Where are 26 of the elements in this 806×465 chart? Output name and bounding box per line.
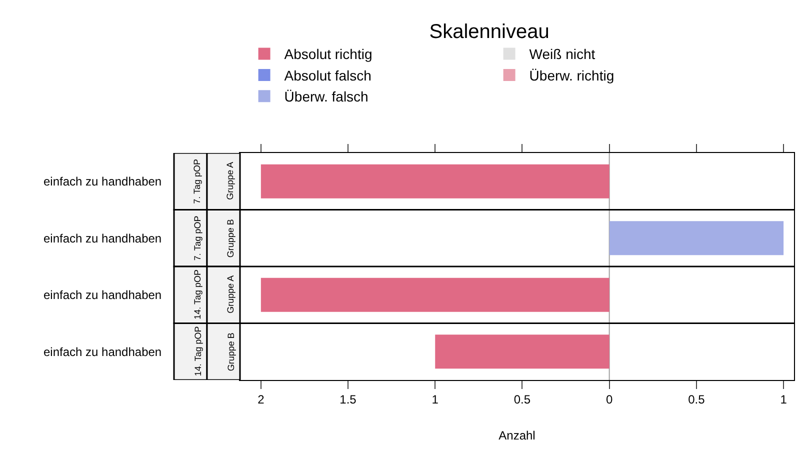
legend-label: Überw. falsch xyxy=(284,88,368,105)
x-tick-label: 2 xyxy=(258,392,265,406)
legend-label: Absolut falsch xyxy=(284,67,372,84)
text: 14. Tag pOP xyxy=(192,326,203,376)
y-tick-label: einfach zu handhaben xyxy=(43,231,162,246)
text: 7. Tag pOP xyxy=(192,159,202,204)
x-tick-label: 1 xyxy=(432,392,439,406)
text: Gruppe A xyxy=(226,275,236,314)
x-tick-label: 0 xyxy=(606,392,613,406)
legend-label: Absolut richtig xyxy=(284,46,372,62)
text: Gruppe B xyxy=(225,219,236,258)
legend-label: Überw. richtig xyxy=(529,67,614,84)
text: 7. Tag pOP xyxy=(192,216,202,261)
y-tick-label: einfach zu handhaben xyxy=(43,344,162,359)
x-tick-label: 0.5 xyxy=(688,392,706,406)
x-tick-label: 1.5 xyxy=(340,392,357,406)
x-tick-label: 0.5 xyxy=(514,392,531,406)
x-tick-label: 1 xyxy=(780,392,788,406)
x-axis-title: Anzahl xyxy=(498,428,536,442)
text: 14. Tag pOP xyxy=(192,270,203,320)
text: Gruppe B xyxy=(226,332,236,372)
y-tick-label: einfach zu handhaben xyxy=(43,174,162,189)
y-tick-label: einfach zu handhaben xyxy=(43,288,162,302)
legend-label: Weiß nicht xyxy=(529,46,596,62)
legend-title: Skalenniveau xyxy=(429,21,550,44)
text: Gruppe A xyxy=(225,162,236,200)
